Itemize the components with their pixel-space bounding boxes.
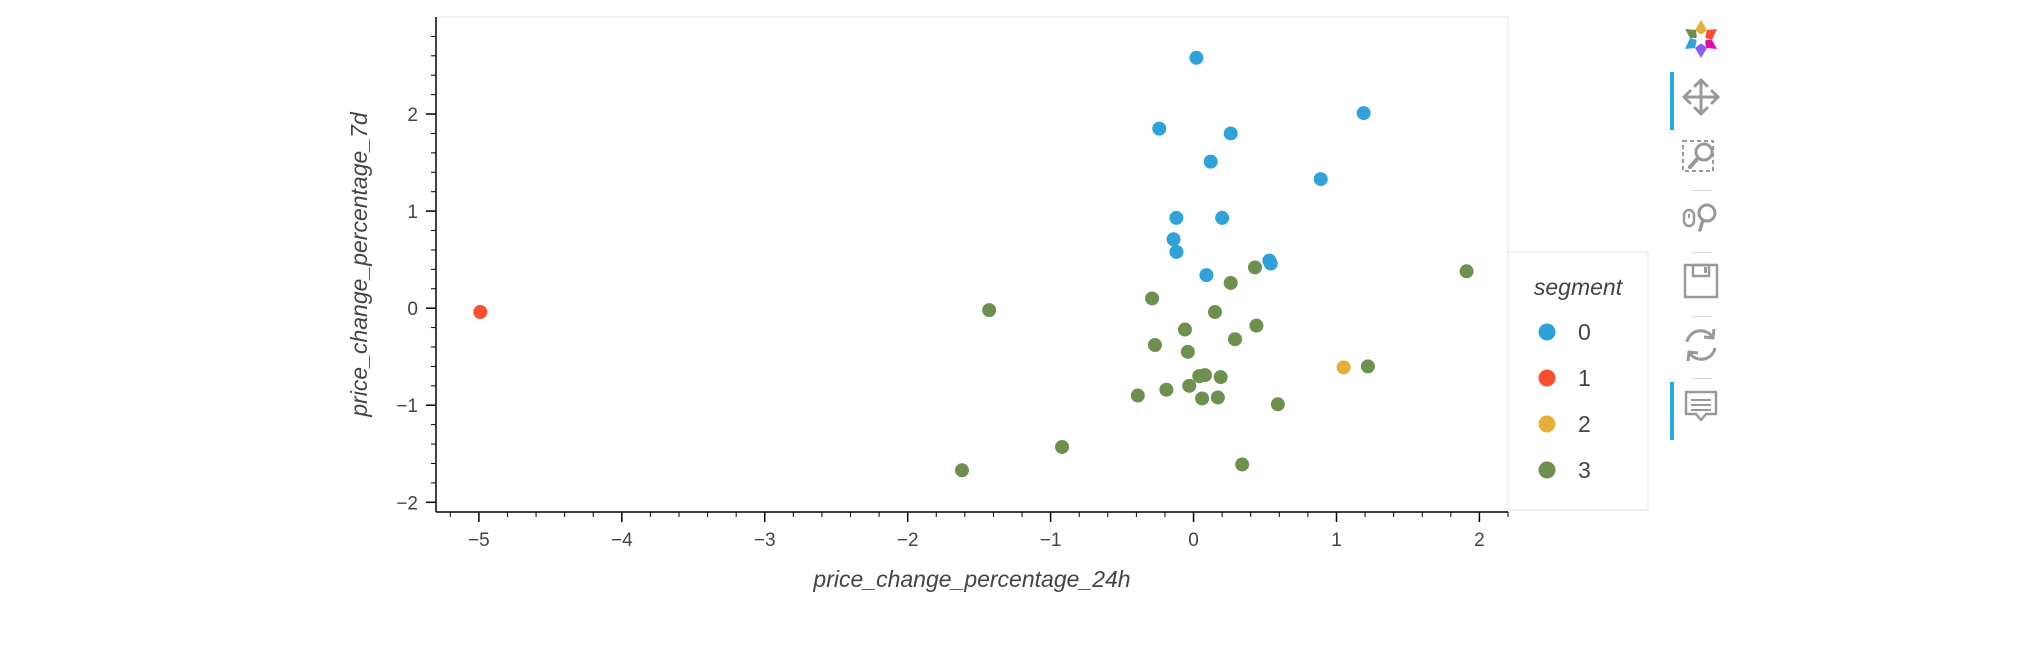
scatter-point-segment-0[interactable] (1166, 232, 1181, 247)
legend-label-segment-2: 2 (1578, 411, 1591, 437)
y-tick-label: −2 (396, 493, 418, 514)
scatter-point-segment-3[interactable] (1248, 260, 1263, 275)
legend-marker-segment-3 (1538, 461, 1556, 479)
scatter-point-segment-3[interactable] (1195, 391, 1210, 406)
save-icon[interactable] (1676, 256, 1726, 306)
scatter-point-segment-3[interactable] (1159, 382, 1174, 397)
scatter-point-segment-3[interactable] (1197, 368, 1212, 383)
x-axis-title: price_change_percentage_24h (812, 566, 1130, 592)
scatter-point-segment-0[interactable] (1223, 126, 1238, 141)
scatter-point-segment-0[interactable] (1169, 244, 1184, 259)
scatter-point-segment-3[interactable] (1270, 397, 1285, 412)
scatter-point-segment-3[interactable] (1223, 275, 1238, 290)
x-tick-label: −4 (611, 530, 633, 551)
scatter-point-segment-0[interactable] (1199, 268, 1214, 283)
bokeh-logo-icon[interactable] (1676, 14, 1726, 64)
x-tick-label: 0 (1188, 530, 1199, 551)
scatter-point-segment-3[interactable] (1207, 305, 1222, 320)
legend-title: segment (1534, 274, 1624, 300)
scatter-point-segment-3[interactable] (1182, 378, 1197, 393)
scatter-point-segment-3[interactable] (1227, 332, 1242, 347)
y-tick-label: −1 (396, 396, 418, 417)
legend-marker-segment-1 (1538, 369, 1556, 387)
scatter-point-segment-3[interactable] (954, 463, 969, 478)
scatter-point-segment-3[interactable] (1459, 264, 1474, 279)
scatter-point-segment-3[interactable] (1213, 370, 1228, 385)
x-tick-label: −2 (897, 530, 919, 551)
toolbar-divider (1692, 190, 1712, 191)
scatter-point-segment-0[interactable] (1215, 210, 1230, 225)
y-axis-title: price_change_percentage_7d (346, 111, 372, 418)
plot-area[interactable] (435, 16, 1509, 513)
hover-icon[interactable] (1670, 382, 1726, 440)
scatter-point-segment-3[interactable] (1180, 344, 1195, 359)
scatter-point-segment-2[interactable] (1336, 360, 1351, 375)
scatter-point-segment-3[interactable] (1177, 322, 1192, 337)
scatter-point-segment-3[interactable] (1235, 457, 1250, 472)
scatter-point-segment-1[interactable] (473, 305, 488, 320)
pan-icon[interactable] (1670, 72, 1726, 130)
x-tick-label: 1 (1331, 530, 1342, 551)
scatter-point-segment-3[interactable] (1145, 291, 1160, 306)
scatter-point-segment-0[interactable] (1169, 210, 1184, 225)
scatter-point-segment-3[interactable] (1249, 318, 1264, 333)
legend-label-segment-3: 3 (1578, 457, 1591, 483)
y-tick-label: 0 (407, 299, 418, 320)
scatter-point-segment-0[interactable] (1356, 106, 1371, 121)
y-tick-label: 2 (407, 105, 418, 126)
y-tick-label: 1 (407, 202, 418, 223)
toolbar-divider (1692, 378, 1712, 379)
plot-toolbar (1670, 10, 1730, 450)
legend-label-segment-1: 1 (1578, 365, 1591, 391)
toolbar-divider (1692, 252, 1712, 253)
scatter-point-segment-3[interactable] (1210, 390, 1225, 405)
x-tick-label: −1 (1040, 530, 1062, 551)
scatter-point-segment-3[interactable] (1147, 338, 1162, 353)
scatter-point-segment-3[interactable] (1360, 359, 1375, 374)
legend-marker-segment-2 (1538, 415, 1556, 433)
scatter-point-segment-0[interactable] (1203, 154, 1218, 169)
scatter-point-segment-0[interactable] (1263, 256, 1278, 271)
x-tick-label: −3 (754, 530, 776, 551)
reset-icon[interactable] (1676, 320, 1726, 370)
scatter-point-segment-3[interactable] (1055, 439, 1070, 454)
legend-marker-segment-0 (1538, 323, 1556, 341)
x-tick-label: −5 (468, 530, 490, 551)
scatter-point-segment-3[interactable] (982, 303, 997, 318)
scatter-point-segment-0[interactable] (1189, 50, 1204, 65)
scatter-point-segment-0[interactable] (1152, 121, 1167, 136)
x-tick-label: 2 (1474, 530, 1485, 551)
toolbar-divider (1692, 316, 1712, 317)
legend-label-segment-0: 0 (1578, 319, 1591, 345)
scatter-point-segment-3[interactable] (1130, 388, 1145, 403)
scatter-point-segment-0[interactable] (1313, 172, 1328, 187)
legend-box (1507, 251, 1649, 511)
wheel-zoom-icon[interactable] (1676, 194, 1726, 244)
box-zoom-icon[interactable] (1676, 132, 1726, 182)
